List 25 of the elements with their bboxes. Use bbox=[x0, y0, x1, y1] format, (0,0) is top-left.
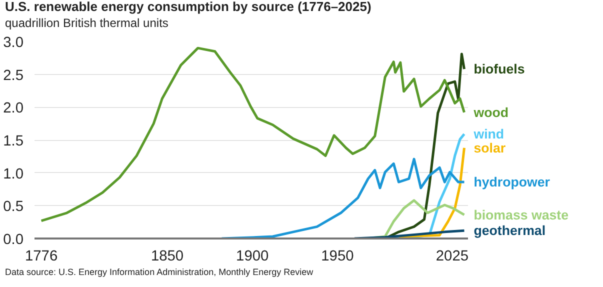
series-label: hydropower bbox=[474, 174, 550, 190]
x-tick-label: 1950 bbox=[321, 248, 354, 264]
x-tick-label: 2025 bbox=[436, 248, 469, 264]
series-label: geothermal bbox=[474, 223, 546, 238]
source-note: Data source: U.S. Energy Information Administration, Monthly Energy Review bbox=[5, 267, 314, 278]
chart-title: U.S. renewable energy consumption by source (1776–2025) bbox=[5, 0, 372, 14]
y-tick-label: 0.0 bbox=[3, 232, 24, 248]
line-series bbox=[40, 46, 466, 222]
y-tick-label: 1.0 bbox=[3, 166, 24, 182]
y-tick-label: 2.5 bbox=[3, 68, 24, 84]
series-label: wood bbox=[472, 104, 508, 120]
series-label: wind bbox=[472, 126, 504, 142]
chart-subtitle: quadrillion British thermal units bbox=[5, 16, 168, 30]
line-series bbox=[220, 158, 466, 238]
y-tick-label: 3.0 bbox=[3, 35, 24, 51]
series-label: biomass waste bbox=[474, 207, 569, 222]
series-label: solar bbox=[474, 140, 506, 156]
x-tick-label: 1776 bbox=[25, 248, 58, 264]
y-tick-label: 2.0 bbox=[3, 100, 24, 117]
y-tick-label: 1.5 bbox=[3, 134, 24, 150]
x-tick-label: 1900 bbox=[236, 248, 269, 264]
line-series bbox=[353, 229, 466, 238]
x-tick-label: 1850 bbox=[150, 248, 184, 264]
y-tick-label: 0.5 bbox=[3, 199, 24, 216]
series-label: biofuels bbox=[474, 62, 525, 77]
